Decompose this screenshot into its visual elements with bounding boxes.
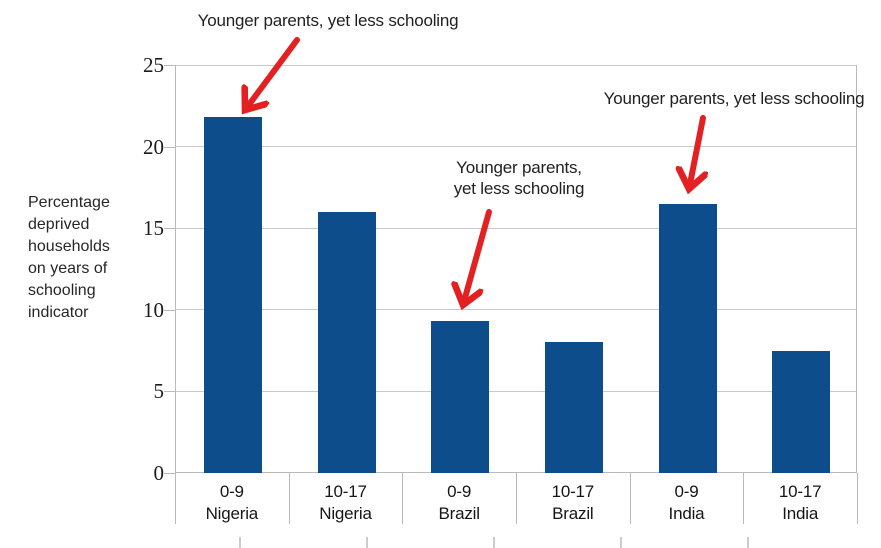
x-category-age-range: 0-9: [219, 482, 244, 501]
gridline: [176, 390, 856, 392]
y-tick-label: 10: [143, 297, 164, 322]
bar: [431, 321, 490, 473]
annotation-brazil: Younger parents, yet less schooling: [429, 157, 609, 199]
gridline: [176, 64, 856, 66]
gridline: [176, 146, 856, 148]
y-tick-label: 25: [143, 53, 164, 77]
y-tick-label: 15: [143, 216, 164, 241]
y-tick-label: 20: [143, 134, 164, 159]
y-axis-title-line: households: [28, 238, 110, 255]
category-separator-tick: [743, 473, 745, 524]
y-axis-title: Percentage deprived households on years …: [28, 192, 158, 324]
annotation-text: yet less schooling: [453, 179, 585, 198]
category-separator-tick: [857, 473, 858, 524]
y-tick-mark: [164, 391, 175, 393]
annotation-text: Younger parents,: [456, 158, 582, 177]
y-axis-title-line: Percentage: [28, 194, 110, 211]
plot-area: [175, 64, 857, 473]
x-category-age-range: 0-9: [674, 482, 699, 501]
category-separator-tick: [175, 473, 176, 524]
gridline: [176, 309, 856, 311]
x-category-label: 0-9 Brazil: [402, 481, 516, 525]
x-category-country: Nigeria: [319, 504, 372, 523]
category-separator-tick: [629, 473, 631, 524]
y-tick-mark: [164, 309, 175, 311]
bar: [544, 342, 603, 473]
x-category-country: Brazil: [552, 504, 594, 523]
y-tick-label: 0: [153, 461, 165, 485]
y-axis-title-line: deprived: [28, 216, 90, 233]
bottom-edge-tick: [239, 537, 241, 548]
x-category-label: 10-17 Brazil: [516, 481, 630, 525]
x-category-country: Brazil: [438, 504, 481, 523]
x-category-age-range: 10-17: [324, 482, 367, 501]
annotation-text: Younger parents, yet less schooling: [197, 11, 459, 30]
annotation-text: Younger parents, yet less schooling: [603, 89, 865, 108]
x-category-age-range: 0-9: [447, 482, 472, 501]
bottom-edge-tick: [366, 537, 368, 548]
y-tick-label: 5: [153, 379, 165, 404]
y-axis-title-line: on years of: [28, 260, 108, 277]
bar: [658, 203, 717, 473]
x-category-label: 10-17 India: [743, 481, 857, 525]
x-category-age-range: 10-17: [778, 482, 822, 501]
y-tick-mark: [164, 65, 175, 66]
bottom-edge-tick: [620, 537, 622, 548]
x-category-label: 0-9 Nigeria: [175, 481, 289, 525]
x-category-country: India: [782, 504, 819, 523]
annotation-nigeria: Younger parents, yet less schooling: [182, 10, 474, 31]
category-separator-tick: [288, 473, 290, 524]
gridline: [176, 227, 856, 229]
x-category-label: 0-9 India: [630, 481, 744, 525]
x-category-age-range: 10-17: [551, 482, 595, 501]
annotation-india: Younger parents, yet less schooling: [588, 88, 880, 109]
category-separator-tick: [402, 473, 404, 524]
category-separator-tick: [516, 473, 517, 524]
y-axis-title-line: schooling: [28, 282, 96, 299]
bottom-edge-tick: [747, 537, 749, 548]
x-category-country: Nigeria: [205, 504, 259, 523]
bar: [772, 350, 831, 473]
y-tick-mark: [164, 228, 175, 230]
bar: [203, 117, 262, 473]
y-axis-title-line: indicator: [28, 304, 89, 321]
y-tick-mark: [164, 473, 175, 474]
bottom-edge-tick: [493, 537, 495, 548]
x-category-label: 10-17 Nigeria: [289, 481, 403, 525]
x-category-country: India: [668, 504, 705, 523]
bar: [317, 211, 376, 473]
y-tick-mark: [164, 146, 175, 148]
